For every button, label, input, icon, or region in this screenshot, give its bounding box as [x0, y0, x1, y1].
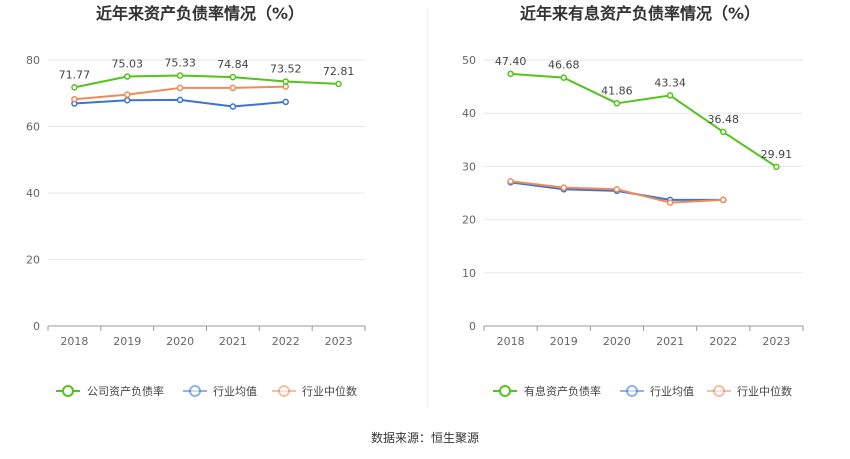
legend-label: 行业均值 — [213, 385, 257, 398]
x-tick-label: 2022 — [272, 335, 300, 348]
data-label: 73.52 — [270, 63, 302, 76]
y-tick-label: 40 — [462, 107, 476, 120]
legend-marker — [499, 385, 511, 397]
data-point-0 — [720, 128, 727, 136]
data-label: 72.81 — [323, 65, 355, 78]
data-point-0 — [773, 163, 780, 171]
data-label: 29.91 — [761, 148, 793, 161]
series-line-0 — [510, 72, 777, 168]
data-point-2 — [176, 84, 184, 92]
legend-marker — [713, 385, 725, 397]
data-point-0 — [335, 80, 342, 88]
data-point-0 — [229, 73, 237, 81]
left-chart-panel: 近年来资产负债率情况（%） 0 20 40 60 80 2018 2019 2020 2021 20… — [0, 0, 425, 410]
x-tick-label: 2021 — [656, 335, 684, 348]
data-point-0 — [71, 84, 78, 91]
data-label: 41.86 — [601, 84, 633, 97]
debt-ratio-chart: 近年来资产负债率情况（%） 0 20 40 60 80 2018 2019 2020 2021 20… — [26, 4, 366, 398]
legend-item-1: 行业均值 — [183, 385, 257, 398]
data-point-2 — [720, 196, 727, 204]
legend-marker — [62, 385, 74, 397]
data-label: 74.84 — [217, 58, 249, 71]
x-tick-label: 2020 — [166, 335, 194, 348]
data-point-2 — [560, 184, 567, 191]
series-line-0 — [74, 74, 339, 89]
data-point-0 — [124, 73, 131, 80]
y-tick-label: 20 — [26, 254, 40, 267]
legend-label: 行业均值 — [650, 385, 694, 398]
interest-bearing-debt-ratio-chart: 近年来有息资产负债率情况（%） 0 10 20 30 40 50 2018 2019 2020 20… — [462, 4, 804, 398]
y-tick-label: 20 — [462, 214, 476, 227]
legend-label: 有息资产负债率 — [524, 384, 601, 398]
legend-item-0: 公司资产负债率 — [56, 384, 164, 398]
data-label: 46.68 — [548, 59, 580, 72]
x-tick-label: 2023 — [325, 335, 353, 348]
data-label: 36.48 — [708, 113, 740, 126]
x-tick-label: 2021 — [219, 335, 247, 348]
data-label: 47.40 — [495, 55, 526, 68]
legend-marker — [189, 385, 201, 397]
legend-item-0: 有息资产负债率 — [493, 384, 601, 398]
data-point-2 — [613, 186, 621, 193]
y-tick-label: 0 — [469, 320, 476, 333]
data-source-label: 数据来源：恒生聚源 — [370, 431, 479, 445]
data-point-0 — [613, 100, 621, 107]
x-tick-label: 2022 — [709, 335, 737, 348]
data-point-2 — [124, 91, 131, 98]
y-tick-label: 50 — [462, 54, 476, 67]
y-tick-label: 0 — [33, 320, 40, 333]
data-point-2 — [282, 83, 289, 90]
x-tick-label: 2019 — [113, 335, 141, 348]
data-point-0 — [560, 74, 567, 81]
right-chart-panel: 近年来有息资产负债率情况（%） 0 10 20 30 40 50 2018 2019 2020 20… — [425, 0, 850, 410]
data-point-2 — [666, 199, 674, 206]
x-tick-label: 2020 — [603, 335, 631, 348]
data-point-1 — [282, 98, 289, 106]
legend-label: 行业中位数 — [302, 384, 357, 398]
x-tick-label: 2023 — [762, 335, 790, 348]
y-tick-label: 40 — [26, 187, 40, 200]
chart-title: 近年来有息资产负债率情况（%） — [520, 4, 760, 23]
y-tick-label: 10 — [462, 267, 476, 280]
data-point-2 — [507, 178, 514, 185]
legend-marker — [626, 385, 638, 397]
data-point-0 — [176, 72, 184, 79]
x-tick-label: 2018 — [497, 335, 525, 348]
data-label: 71.77 — [59, 68, 91, 81]
legend-marker — [278, 385, 290, 397]
legend-label: 行业中位数 — [737, 384, 792, 398]
y-tick-label: 30 — [462, 160, 476, 173]
chart-title: 近年来资产负债率情况（%） — [96, 4, 304, 23]
data-label: 75.03 — [112, 58, 144, 71]
y-tick-label: 60 — [26, 121, 40, 134]
legend-item-1: 行业均值 — [620, 385, 694, 398]
x-tick-label: 2018 — [60, 335, 88, 348]
data-point-1 — [124, 96, 131, 104]
data-label: 75.33 — [164, 57, 196, 70]
data-point-0 — [507, 70, 514, 78]
panel-divider — [427, 8, 428, 408]
data-point-1 — [229, 103, 237, 110]
y-tick-label: 80 — [26, 54, 40, 67]
data-point-0 — [282, 78, 289, 85]
data-point-0 — [666, 92, 674, 99]
x-tick-label: 2019 — [550, 335, 578, 348]
legend-label: 公司资产负债率 — [87, 384, 164, 398]
data-label: 43.34 — [654, 76, 686, 89]
data-point-2 — [229, 84, 237, 92]
legend-item-2: 行业中位数 — [272, 384, 357, 398]
legend-item-2: 行业中位数 — [707, 384, 792, 398]
data-point-1 — [176, 96, 184, 104]
data-point-2 — [71, 95, 78, 103]
